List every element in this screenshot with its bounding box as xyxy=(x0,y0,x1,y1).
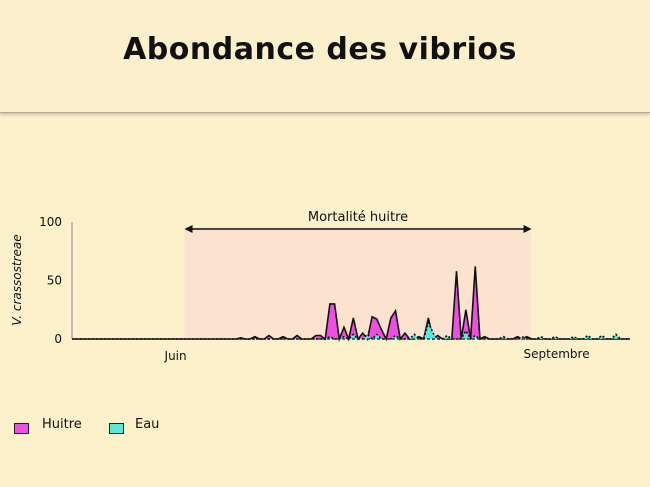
legend-swatch-huitre xyxy=(14,423,29,434)
legend-label-eau: Eau xyxy=(135,417,160,432)
legend-label-huitre: Huitre xyxy=(42,417,82,432)
series-line-eau xyxy=(72,320,630,341)
x-tick-label-juin: Juin xyxy=(164,349,187,363)
arrowhead-left xyxy=(184,225,193,233)
mortality-annotation: Mortalité huitre xyxy=(184,210,532,233)
title-bar: Abondance des vibrios xyxy=(0,0,650,113)
y-tick-label: 0 xyxy=(54,332,62,346)
mortality-label: Mortalité huitre xyxy=(308,210,408,225)
y-axis-title: V. crassostreae xyxy=(10,234,24,326)
y-tick-label: 50 xyxy=(47,274,62,288)
legend-swatch-eau xyxy=(109,423,124,434)
series-area-eau xyxy=(72,322,630,339)
page-title: Abondance des vibrios xyxy=(123,32,517,67)
arrowhead-right xyxy=(523,225,532,233)
y-tick-label: 100 xyxy=(39,215,62,229)
x-tick-label-septembre: Septembre xyxy=(524,347,590,361)
y-tick-labels: 0 50 100 xyxy=(39,215,62,346)
